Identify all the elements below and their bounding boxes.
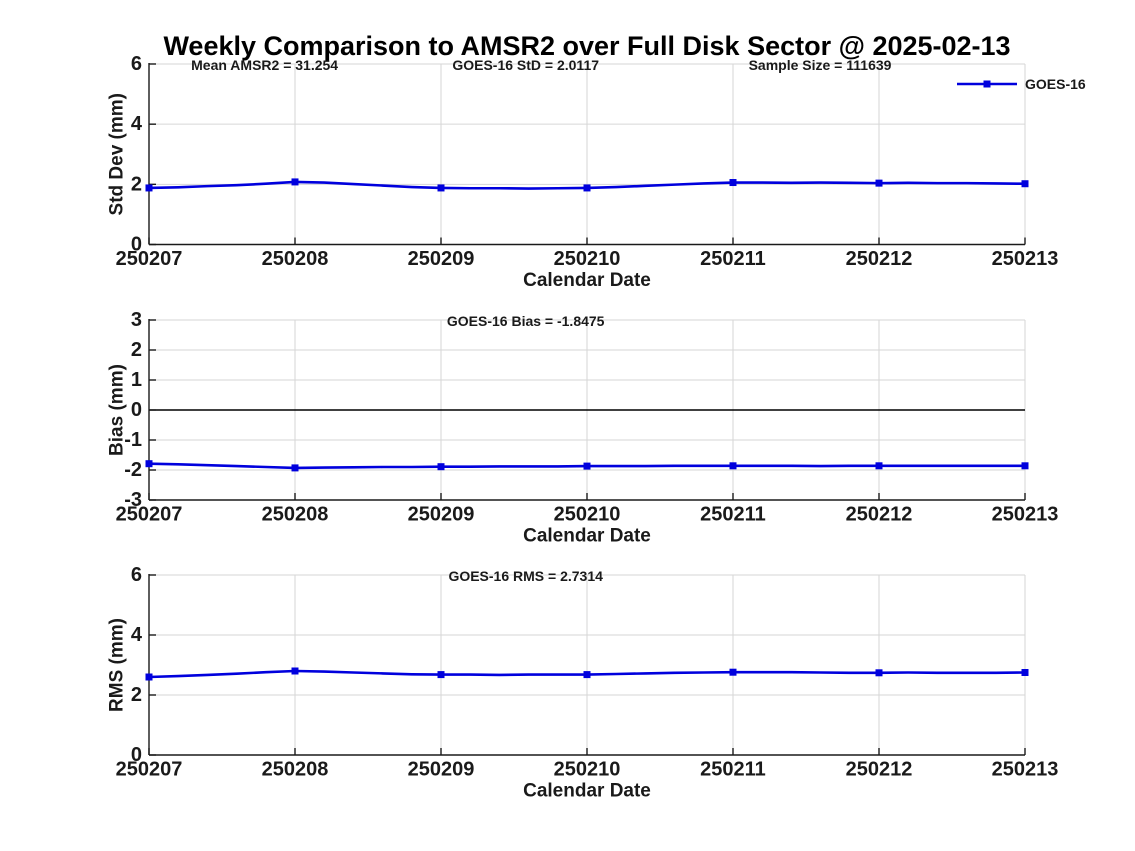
x-tick-label: 250211 <box>700 248 766 270</box>
data-marker <box>729 462 737 470</box>
y-tick-label: 0 <box>131 744 142 766</box>
panel-annotation: Sample Size = 111639 <box>749 57 892 73</box>
x-tick-label: 250207 <box>116 248 183 270</box>
x-tick-label: 250209 <box>408 504 475 526</box>
data-marker <box>291 178 299 186</box>
panel-annotation: Mean AMSR2 = 31.254 <box>191 57 338 73</box>
y-tick-label: 2 <box>131 173 142 195</box>
x-tick-label: 250210 <box>554 248 621 270</box>
y-tick-label: -3 <box>124 489 142 511</box>
y-tick-label: 3 <box>131 309 142 331</box>
x-tick-label: 250211 <box>700 504 766 526</box>
x-tick-label: 250211 <box>700 759 766 781</box>
data-marker <box>145 184 153 192</box>
data-marker <box>875 462 883 470</box>
data-marker <box>437 463 445 471</box>
data-marker <box>875 669 883 677</box>
panel-annotation: GOES-16 Bias = -1.8475 <box>447 313 605 329</box>
x-tick-label: 250212 <box>846 759 913 781</box>
x-tick-label: 250209 <box>408 248 475 270</box>
y-tick-label: -1 <box>124 429 142 451</box>
y-tick-label: 2 <box>131 684 142 706</box>
chart-title: Weekly Comparison to AMSR2 over Full Dis… <box>163 31 1011 61</box>
x-tick-label: 250212 <box>846 504 913 526</box>
y-tick-label: -2 <box>124 459 142 481</box>
data-marker <box>1021 462 1029 470</box>
x-tick-label: 250207 <box>116 504 183 526</box>
data-marker <box>1021 669 1029 676</box>
x-tick-label: 250208 <box>262 248 329 270</box>
data-marker <box>291 464 299 472</box>
x-tick-label: 250213 <box>992 248 1059 270</box>
y-tick-label: 0 <box>131 399 142 421</box>
data-marker <box>437 184 445 192</box>
data-marker <box>583 462 591 470</box>
y-axis-label: Std Dev (mm) <box>107 93 128 215</box>
y-axis-label: RMS (mm) <box>107 618 128 712</box>
data-marker <box>437 671 445 679</box>
x-tick-label: 250213 <box>992 759 1059 781</box>
y-tick-label: 4 <box>131 113 143 135</box>
y-axis-label: Bias (mm) <box>107 364 128 456</box>
x-tick-label: 250212 <box>846 248 913 270</box>
x-axis-label: Calendar Date <box>523 270 651 291</box>
y-tick-label: 0 <box>131 234 142 256</box>
data-marker <box>145 460 153 468</box>
y-tick-label: 4 <box>131 624 143 646</box>
panel-annotation: GOES-16 StD = 2.0117 <box>452 57 599 73</box>
y-tick-label: 6 <box>131 564 142 586</box>
x-tick-label: 250213 <box>992 504 1059 526</box>
x-tick-label: 250210 <box>554 504 621 526</box>
legend-marker <box>983 80 991 88</box>
y-tick-label: 2 <box>131 339 142 361</box>
y-tick-label: 6 <box>131 53 142 75</box>
x-tick-label: 250209 <box>408 759 475 781</box>
data-marker <box>875 179 883 187</box>
y-tick-label: 1 <box>131 369 142 391</box>
x-tick-label: 250210 <box>554 759 621 781</box>
data-marker <box>583 671 591 679</box>
data-marker <box>1021 180 1029 188</box>
x-axis-label: Calendar Date <box>523 526 651 547</box>
x-tick-label: 250208 <box>262 759 329 781</box>
data-marker <box>145 673 153 681</box>
data-marker <box>291 667 299 675</box>
data-marker <box>729 668 737 676</box>
data-marker <box>583 184 591 192</box>
x-axis-label: Calendar Date <box>523 781 651 802</box>
panel-annotation: GOES-16 RMS = 2.7314 <box>448 568 603 584</box>
data-marker <box>729 179 737 187</box>
legend-label: GOES-16 <box>1025 76 1086 92</box>
x-tick-label: 250207 <box>116 759 183 781</box>
x-tick-label: 250208 <box>262 504 329 526</box>
